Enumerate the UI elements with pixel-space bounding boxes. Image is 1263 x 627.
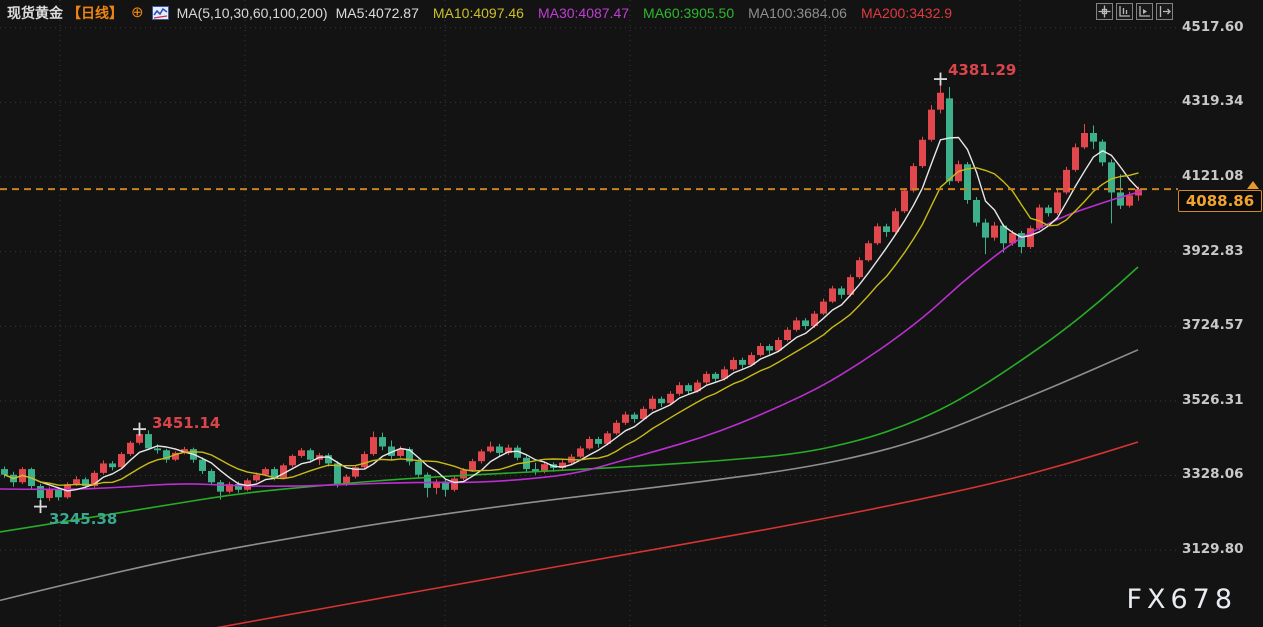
instrument-title: 现货黄金: [7, 5, 63, 21]
axis-label: 4517.60: [1182, 18, 1244, 35]
axis-candle-icon[interactable]: [1116, 3, 1133, 20]
exit-right-icon[interactable]: [1156, 3, 1173, 20]
ma-value: MA200:3432.9: [860, 5, 953, 21]
chart-header: 现货黄金 【日线】 ⊕ MA(5,10,30,60,100,200) MA5:4…: [7, 3, 952, 23]
axis-label: 3129.80: [1182, 541, 1244, 558]
price-annotation: 3451.14: [152, 414, 220, 432]
chart-toolbar: [1096, 3, 1173, 20]
ma-value: MA60:3905.50: [643, 5, 735, 21]
axis-label: 3922.83: [1182, 242, 1244, 259]
ma-value: MA30:4087.47: [537, 5, 630, 21]
axis-play-icon[interactable]: [1136, 3, 1153, 20]
watermark: FX678: [1126, 584, 1237, 615]
ma-value: MA10:4097.46: [432, 5, 524, 21]
ma-params-label: MA(5,10,30,60,100,200): [176, 5, 328, 21]
ma-value: MA100:3684.06: [748, 5, 847, 21]
period-tag[interactable]: 【日线】: [67, 5, 123, 21]
axis-label: 4319.34: [1182, 93, 1244, 110]
price-up-arrow-icon: [1247, 180, 1259, 189]
last-price-badge: 4088.86: [1178, 180, 1262, 212]
axis-label: 3328.06: [1182, 466, 1244, 483]
price-annotation: 4381.29: [948, 61, 1016, 79]
expand-icon[interactable]: ⊕: [131, 4, 144, 21]
ma-values: MA5:4072.87 MA10:4097.46 MA30:4087.47 MA60:…: [336, 5, 952, 21]
axis-label: 4121.08: [1182, 168, 1244, 184]
axis-label: 3724.57: [1182, 317, 1244, 334]
axis-label: 3526.31: [1182, 391, 1244, 408]
indicator-settings-icon[interactable]: [151, 6, 169, 20]
ma-value: MA5:4072.87: [335, 5, 419, 21]
price-annotation: 3245.38: [49, 510, 117, 528]
last-price-value: 4088.86: [1185, 191, 1255, 210]
crosshair-icon[interactable]: [1096, 3, 1113, 20]
